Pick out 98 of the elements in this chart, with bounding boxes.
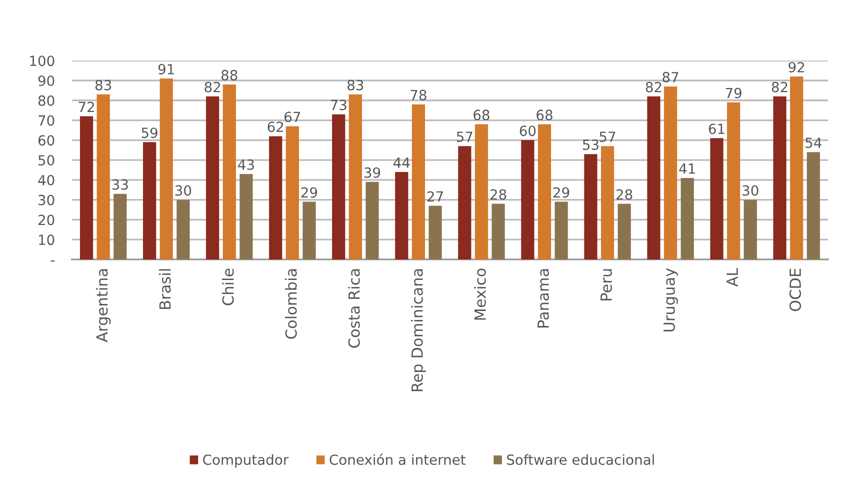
data-label: 82 (646, 82, 662, 92)
data-label: 57 (456, 132, 472, 142)
y-tick-label: 20 (38, 214, 54, 226)
legend-label: Conexión a internet (330, 454, 466, 465)
x-tick-label: Mexico (474, 268, 486, 320)
y-tick-label: 100 (30, 56, 54, 66)
bar (395, 172, 408, 260)
x-tick-label: Panama (538, 269, 549, 328)
data-label: 68 (474, 110, 490, 120)
data-label: 44 (393, 158, 410, 168)
data-label: 30 (175, 185, 192, 196)
data-label: 91 (158, 64, 174, 74)
x-tick-label: Costa Rica (348, 269, 360, 348)
bar (176, 200, 190, 260)
data-label: 60 (520, 126, 536, 136)
data-label: 29 (553, 187, 570, 198)
bar (114, 194, 127, 260)
data-label: 82 (772, 82, 788, 92)
bar (412, 104, 426, 260)
x-tick-label: Uruguay (664, 268, 678, 332)
x-tick-label: AL (726, 268, 738, 287)
y-tick-label: 60 (38, 135, 54, 146)
data-label: 39 (364, 167, 380, 178)
y-tick-label: 40 (38, 174, 54, 186)
x-tick-label: Peru (600, 269, 612, 300)
x-tick-label: Chile (222, 268, 234, 306)
bar (521, 140, 534, 260)
data-label: 29 (301, 187, 318, 198)
data-label: 83 (348, 80, 364, 90)
x-tick-label: Brasil (158, 269, 171, 309)
x-tick-label: Argentina (96, 269, 111, 342)
bar (332, 114, 346, 260)
data-label: 28 (490, 189, 506, 200)
data-label: 83 (95, 80, 112, 90)
data-label: 61 (708, 124, 724, 134)
data-label: 72 (78, 102, 94, 112)
x-tick-label: OCDE (789, 268, 802, 312)
x-tick-label: Colombia (285, 269, 297, 339)
bar (584, 154, 598, 260)
bar (286, 126, 299, 260)
bar (806, 152, 820, 260)
bar (80, 116, 94, 260)
data-label: 78 (410, 90, 426, 100)
bar (366, 182, 379, 260)
data-label: 62 (268, 122, 284, 132)
data-label: 33 (112, 179, 128, 190)
bar (773, 96, 786, 260)
bar (474, 124, 488, 260)
bar (554, 202, 568, 260)
data-label: 68 (536, 110, 552, 120)
y-tick-label: 30 (38, 194, 54, 206)
data-label: 54 (806, 138, 822, 148)
data-label: 73 (330, 100, 346, 110)
bar (96, 94, 110, 260)
bar (492, 204, 505, 260)
data-label: 79 (726, 88, 742, 98)
bar (710, 138, 724, 260)
bar (222, 84, 236, 260)
legend-label: Computador (203, 454, 289, 468)
bar (618, 204, 631, 260)
bar (647, 96, 660, 260)
data-label: 92 (788, 62, 804, 72)
bar (664, 86, 678, 260)
y-tick-label: 10 (39, 234, 54, 246)
bar (160, 78, 173, 260)
y-tick-label: 80 (38, 95, 54, 106)
data-label: 41 (679, 164, 695, 174)
data-label: 28 (616, 189, 632, 200)
bar (206, 96, 220, 260)
bar (240, 174, 253, 260)
bar (538, 124, 552, 260)
y-tick-label: 50 (38, 155, 54, 166)
bar (600, 146, 614, 260)
data-label: 67 (284, 112, 300, 122)
data-label: 59 (142, 128, 158, 138)
data-label: 82 (204, 82, 220, 92)
bar (428, 206, 442, 260)
data-label: 53 (582, 140, 598, 150)
legend-label: Software educacional (507, 454, 654, 465)
bar (458, 146, 472, 260)
bar (348, 94, 362, 260)
data-label: 27 (427, 191, 443, 202)
data-label: 30 (742, 185, 758, 196)
data-label: 57 (600, 132, 616, 142)
bar (143, 142, 156, 260)
data-label: 43 (238, 159, 254, 170)
bar (680, 178, 694, 260)
bar (727, 102, 740, 260)
data-label: 87 (662, 72, 678, 82)
bar (744, 200, 757, 260)
y-tick-label: - (50, 260, 54, 262)
x-tick-label: Rep Dominicana (411, 269, 426, 392)
y-tick-label: 70 (38, 115, 54, 126)
y-tick-label: 90 (38, 75, 54, 86)
bar (790, 76, 804, 260)
data-label: 88 (221, 70, 238, 80)
bar (302, 202, 316, 260)
bar (269, 136, 282, 260)
